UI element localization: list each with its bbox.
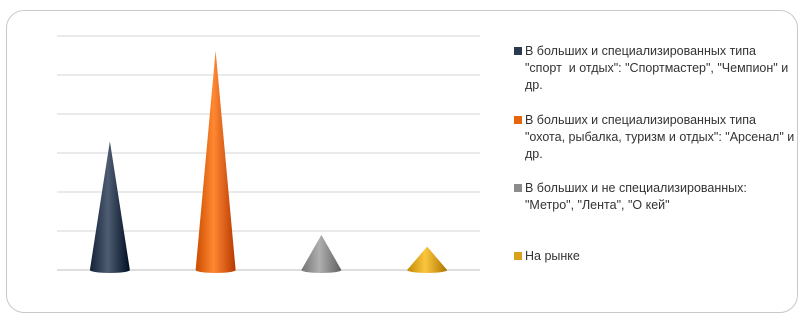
cone-bar-2: [195, 50, 236, 273]
legend-swatch: [514, 116, 522, 124]
legend-label: В больших и не специализированных: "Метр…: [525, 181, 751, 212]
legend-label: В больших и специализированных типа "спо…: [525, 44, 792, 92]
legend-label: В больших и специализированных типа "охо…: [525, 113, 798, 161]
legend-swatch: [514, 184, 522, 192]
legend-item-nonspecialized: В больших и не специализированных: "Метр…: [514, 180, 796, 214]
cone-bar-3: [301, 234, 342, 273]
legend-item-sport: В больших и специализированных типа "спо…: [514, 43, 796, 94]
legend-swatch: [514, 252, 522, 260]
legend-swatch: [514, 47, 522, 55]
legend-label: На рынке: [525, 249, 580, 263]
cone-bar-4: [407, 246, 448, 273]
chart-frame: [6, 10, 798, 313]
legend-item-hunting: В больших и специализированных типа "охо…: [514, 112, 796, 163]
cone-bars: [89, 50, 448, 273]
cone-bar-1: [89, 141, 130, 273]
legend-item-market: На рынке: [514, 248, 796, 265]
